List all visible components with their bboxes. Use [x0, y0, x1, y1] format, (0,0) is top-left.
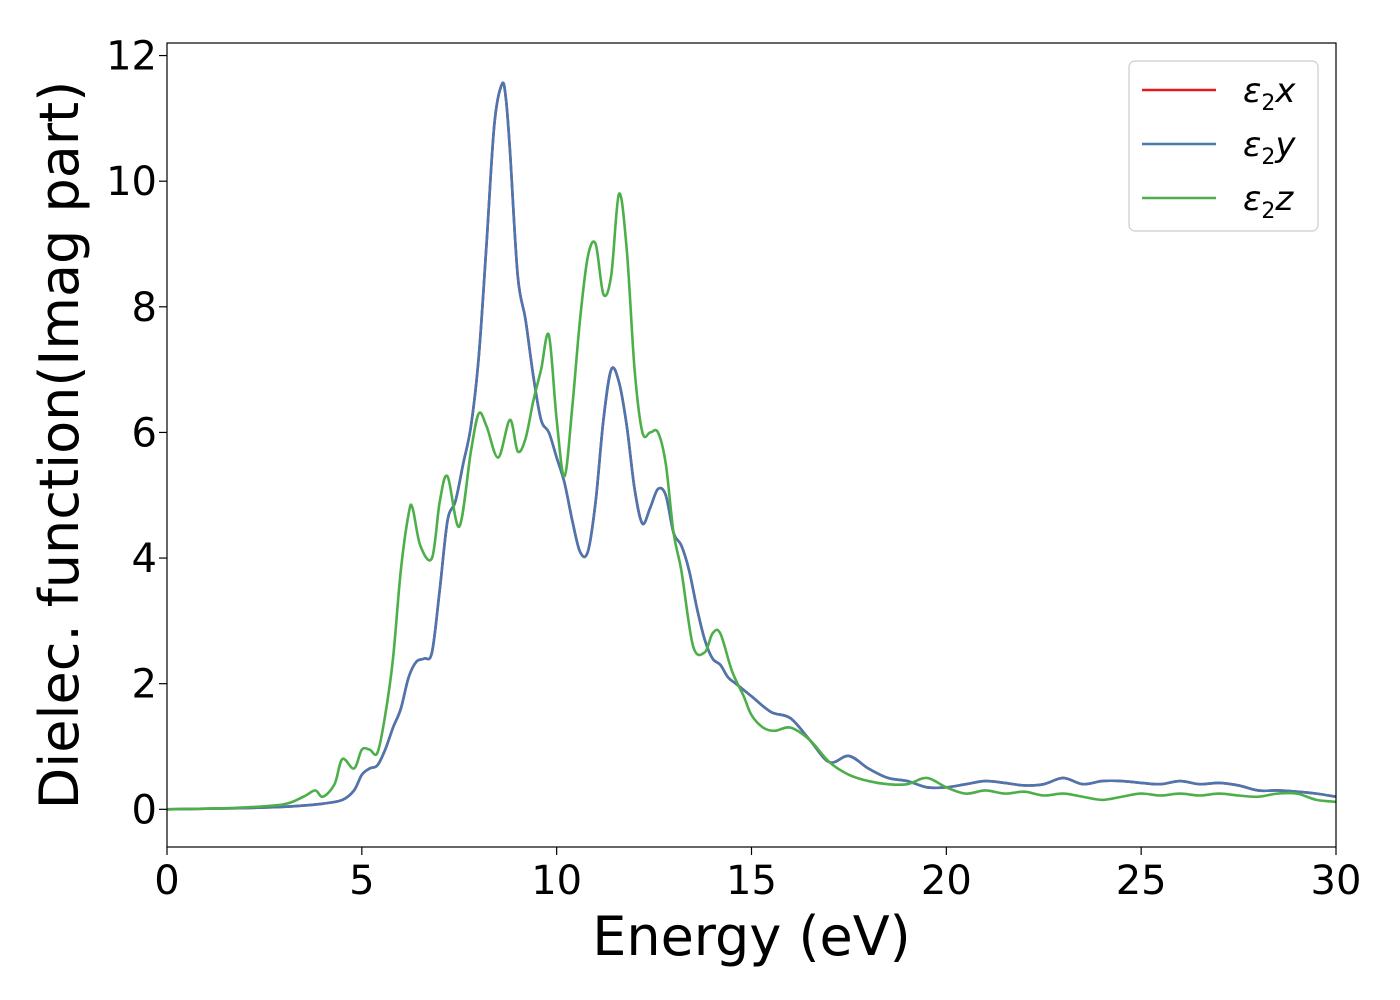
- x-tick-label: 10: [531, 858, 582, 904]
- y-tick-label: 10: [106, 159, 157, 205]
- y-tick-label: 2: [132, 662, 157, 708]
- series-line-1: [166, 81, 1337, 811]
- legend-label-1: ε2y: [1243, 125, 1296, 170]
- series-layer: [166, 81, 1337, 811]
- x-tick-label: 25: [1116, 858, 1167, 904]
- x-tick-label: 15: [726, 858, 777, 904]
- y-axis-ticks: 0 2 4 6 8 10 12: [106, 34, 167, 833]
- x-tick-label: 30: [1311, 858, 1362, 904]
- y-tick-label: 6: [132, 410, 157, 456]
- y-tick-label: 4: [132, 536, 157, 582]
- series-line-2: [166, 192, 1337, 811]
- y-tick-label: 12: [106, 34, 157, 80]
- x-tick-label: 5: [349, 858, 374, 904]
- x-axis-title: Energy (eV): [592, 905, 911, 968]
- x-tick-label: 20: [921, 858, 972, 904]
- x-axis-ticks: 0 5 10 15 20 25 30: [154, 847, 1361, 904]
- legend-label-2: ε2z: [1243, 179, 1294, 224]
- x-tick-label: 0: [154, 858, 179, 904]
- legend: ε2x ε2y ε2z: [1128, 60, 1319, 232]
- legend-box: [1128, 60, 1319, 232]
- y-tick-label: 8: [132, 285, 157, 331]
- y-axis-title: Dielec. function(Imag part): [28, 81, 91, 810]
- legend-label-0: ε2x: [1243, 71, 1296, 116]
- y-tick-label: 0: [132, 787, 157, 833]
